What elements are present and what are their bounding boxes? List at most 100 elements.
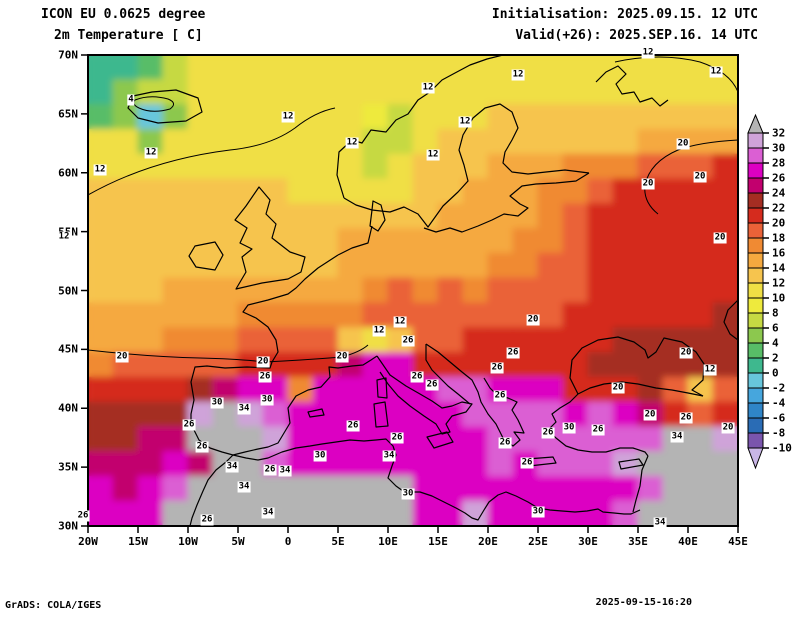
coastlines	[127, 55, 738, 526]
contour-label: 12	[345, 137, 359, 149]
contour-label: 12	[641, 47, 655, 59]
colorbar-tick-label: 20	[772, 216, 786, 230]
lat-label: 45N	[58, 342, 78, 356]
contour-label: 26	[195, 441, 209, 453]
contour-label: 20	[335, 351, 349, 363]
colorbar-tick-label: 18	[772, 231, 786, 245]
colorbar-tick-label: 6	[772, 321, 779, 335]
lat-label: 65N	[58, 107, 78, 121]
contour-label: 34	[237, 403, 251, 415]
contour-label: 30	[210, 397, 224, 409]
lon-label: 25E	[528, 535, 548, 548]
contour-label: 12	[281, 111, 295, 123]
colorbar-tick-label: 22	[772, 201, 786, 215]
colorbar-tick-label: 4	[772, 336, 779, 350]
lon-label: 35E	[628, 535, 648, 548]
contour-label: 26	[401, 335, 415, 347]
contour-label: 20	[641, 178, 655, 190]
colorbar-tick-label: -8	[772, 426, 786, 440]
colorbar-tick-label: 8	[772, 306, 779, 320]
contour-label: 30	[313, 450, 327, 462]
lon-label: 0	[284, 535, 292, 548]
init-time: Initialisation: 2025.09.15. 12 UTC	[491, 7, 758, 22]
contour-label: 26	[490, 362, 504, 374]
colorbar-tick-label: 26	[772, 171, 786, 185]
lon-label: 10E	[378, 535, 398, 548]
valid-time: Valid(+26): 2025.SEP.16. 14 UTC	[515, 28, 758, 43]
contour-label: 20	[713, 232, 727, 244]
lat-label: 35N	[58, 460, 78, 474]
lat-label: 40N	[58, 401, 78, 415]
lon-label: 10W	[178, 535, 198, 548]
contour-label: 12	[144, 147, 158, 159]
contour-label: 20	[721, 422, 735, 434]
contour-label: 26	[520, 457, 534, 469]
contour-label: 20	[115, 351, 129, 363]
contour-label: 34	[670, 431, 684, 443]
lat-label: 50N	[58, 284, 78, 297]
colorbar-tick-label: 16	[772, 246, 786, 260]
contour-label: 26	[591, 424, 605, 436]
contour-label: 26	[390, 432, 404, 444]
lon-label: 45E	[728, 535, 748, 548]
lon-label: 5W	[231, 535, 245, 548]
colorbar-tick-label: 24	[772, 186, 786, 200]
contour-label: 34	[225, 461, 239, 473]
field-title: 2m Temperature [ C]	[54, 28, 203, 43]
lon-label: 15W	[128, 535, 148, 548]
contour-label: 12	[372, 325, 386, 337]
plot-timestamp: 2025-09-15-16:20	[595, 597, 692, 608]
contour-label: 20	[676, 138, 690, 150]
contour-label: 12	[421, 82, 435, 94]
contour-label: 12	[93, 164, 107, 176]
contour-label: 30	[401, 488, 415, 500]
lon-label: 15E	[428, 535, 448, 548]
model-title: ICON EU 0.0625 degree	[41, 7, 206, 22]
contour-label: 34	[261, 507, 275, 519]
contour-label: 30	[562, 422, 576, 434]
colorbar-tick-label: 12	[772, 276, 786, 290]
contour-label: 34	[382, 450, 396, 462]
contour-label: 26	[493, 390, 507, 402]
contour-label: 26	[200, 514, 214, 526]
lat-label: 70N	[58, 48, 78, 62]
colorbar-tick-label: -10	[772, 441, 792, 455]
contour-label: 4	[127, 94, 135, 106]
axis-ticks	[81, 54, 739, 533]
contour-label: 26	[506, 347, 520, 359]
colorbar-tick-label: 28	[772, 156, 786, 170]
contour-label: 26	[258, 371, 272, 383]
contour-label: 12	[511, 69, 525, 81]
contour-label: 12	[57, 231, 71, 243]
contour-label: 20	[256, 356, 270, 368]
contour-label: 26	[76, 510, 90, 522]
colorbar-tick-label: 30	[772, 141, 786, 155]
colorbar-tick-label: 14	[772, 261, 786, 275]
lat-label: 30N	[58, 519, 78, 533]
lon-label: 20W	[78, 535, 98, 548]
contour-label: 26	[263, 464, 277, 476]
colorbar-tick-label: -6	[772, 411, 786, 425]
contour-label: 12	[426, 149, 440, 161]
colorbar	[747, 113, 769, 470]
contour-label: 26	[498, 437, 512, 449]
contour-label: 34	[653, 517, 667, 529]
lat-label: 60N	[58, 166, 78, 180]
contour-label: 26	[346, 420, 360, 432]
contour-label: 26	[541, 427, 555, 439]
contour-label: 12	[458, 116, 472, 128]
contour-label: 30	[260, 394, 274, 406]
contour-label: 20	[611, 382, 625, 394]
contour-label: 34	[237, 481, 251, 493]
contour-label: 20	[643, 409, 657, 421]
contour-label: 12	[709, 66, 723, 78]
contour-label: 26	[182, 419, 196, 431]
contour-label: 20	[526, 314, 540, 326]
colorbar-tick-label: -2	[772, 381, 786, 395]
colorbar-tick-label: 32	[772, 126, 786, 140]
contour-label: 12	[703, 364, 717, 376]
contour-label: 26	[425, 379, 439, 391]
contour-label: 12	[393, 316, 407, 328]
grads-credit: GrADS: COLA/IGES	[5, 600, 102, 611]
